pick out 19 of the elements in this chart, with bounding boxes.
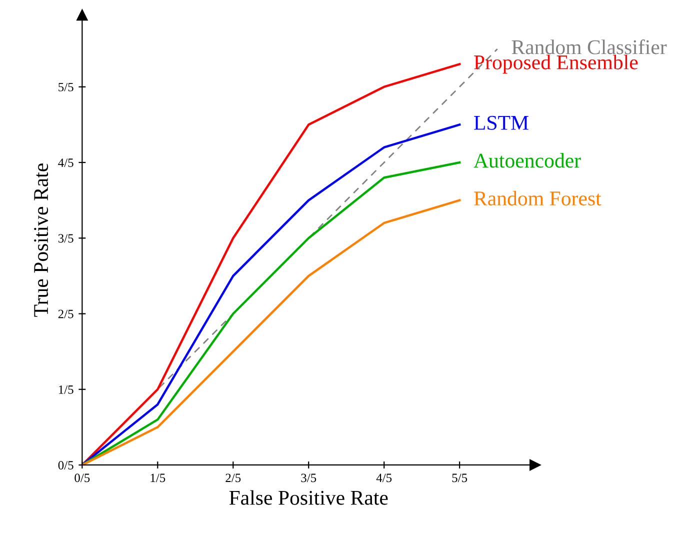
series-label: Random Forest — [474, 190, 602, 206]
x-tick-label: 3/5 — [301, 474, 316, 482]
series-label: Autoencoder — [474, 153, 581, 168]
y-tick-label: 0/5 — [58, 461, 74, 470]
y-tick-label: 3/5 — [58, 234, 74, 243]
y-tick-label: 2/5 — [58, 310, 74, 318]
x-tick-label: 4/5 — [376, 474, 392, 482]
y-tick-label: 4/5 — [58, 158, 74, 167]
x-tick-label: 1/5 — [150, 474, 166, 482]
x-axis-title: False Positive Rate — [229, 490, 388, 505]
x-tick-label: 2/5 — [226, 474, 241, 482]
y-tick-label: 5/5 — [58, 82, 74, 92]
y-tick-label: 1/5 — [58, 385, 74, 394]
series-label: Proposed Ensemble — [474, 54, 638, 74]
series-label: LSTM — [474, 116, 528, 130]
x-tick-label: 5/5 — [452, 474, 468, 482]
x-tick-label: 0/5 — [74, 474, 90, 482]
y-axis-title: True Positive Rate — [34, 164, 48, 317]
series-label: Random Classifier — [512, 39, 667, 54]
